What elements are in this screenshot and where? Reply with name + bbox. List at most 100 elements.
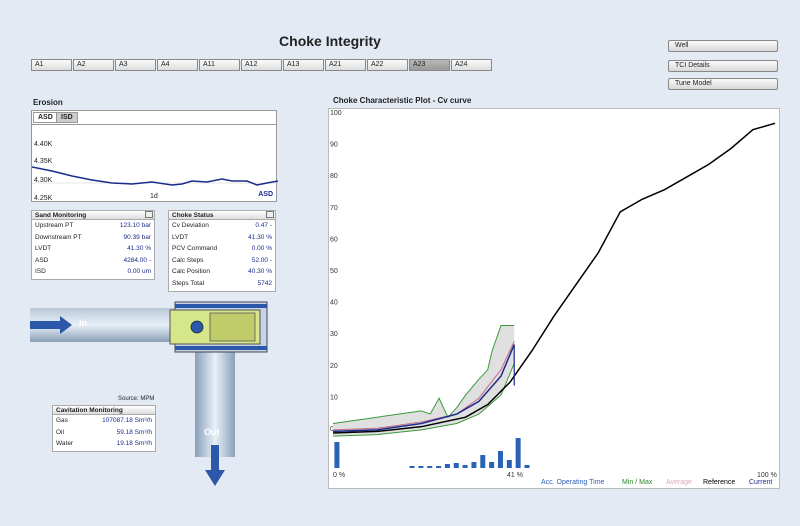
histogram-bar bbox=[409, 466, 415, 468]
cavitation-row-value: 107087.18 Sm³/h bbox=[102, 417, 152, 424]
choke-band bbox=[175, 346, 267, 350]
choke-row-label: Cv Deviation bbox=[172, 222, 209, 229]
tune-model-button[interactable]: Tune Model bbox=[668, 78, 778, 90]
y-tick-label: 80 bbox=[330, 173, 338, 180]
choke-expand-icon[interactable] bbox=[266, 211, 274, 218]
erosion-ytick: 4.25K bbox=[34, 195, 53, 202]
tab-a12[interactable]: A12 bbox=[241, 59, 282, 71]
sand-row: ISD 0.00 um bbox=[32, 266, 154, 278]
sand-row-label: Upstream PT bbox=[35, 222, 74, 229]
sand-row-label: ASD bbox=[35, 256, 49, 264]
histogram-bar bbox=[462, 465, 468, 468]
sand-monitoring-box: Sand Monitoring Upstream PT 123.10 bar Dow… bbox=[31, 210, 155, 280]
outlet-pipe bbox=[195, 342, 235, 457]
well-tabs: A1 A2 A3 A4 A11 A12 A13 A21 A22 A23 A24 bbox=[31, 59, 493, 71]
x-tick-label: 100 % bbox=[757, 472, 777, 479]
erosion-chart bbox=[32, 166, 278, 186]
legend-item: Min / Max bbox=[622, 479, 653, 486]
choke-row: Calc Steps 52.00 - bbox=[169, 255, 275, 267]
choke-row: LVDT 41.30 % bbox=[169, 232, 275, 244]
min-line bbox=[332, 363, 515, 437]
sand-row-label: LVDT bbox=[35, 245, 52, 252]
tab-isd[interactable]: ISD bbox=[56, 112, 78, 123]
well-button[interactable]: Well bbox=[668, 40, 778, 52]
sand-row: Downstream PT 90.39 bar bbox=[32, 232, 154, 244]
x-tick-label: 41 % bbox=[507, 472, 523, 479]
x-tick-label: 0 % bbox=[333, 472, 345, 479]
erosion-series-line bbox=[32, 166, 278, 186]
histogram-bar bbox=[334, 442, 340, 468]
sand-monitoring-title: Sand Monitoring bbox=[32, 211, 154, 220]
legend-item: Acc. Operating Time bbox=[541, 479, 605, 486]
erosion-ytick: 4.30K bbox=[34, 177, 53, 184]
choke-row-label: LVDT bbox=[172, 233, 189, 241]
y-tick-label: 40 bbox=[330, 300, 338, 307]
histogram-bar bbox=[524, 465, 530, 468]
cavitation-row: Oil 59.18 Sm³/h bbox=[53, 427, 155, 439]
tab-a3[interactable]: A3 bbox=[115, 59, 156, 71]
y-tick-label: 0 bbox=[330, 426, 334, 433]
erosion-title: Erosion bbox=[33, 98, 63, 107]
cavitation-row-value: 59.18 Sm³/h bbox=[116, 428, 152, 436]
histogram-bar bbox=[418, 466, 424, 468]
legend-item: Current bbox=[749, 479, 773, 486]
choke-port bbox=[190, 320, 204, 334]
cavitation-row-label: Water bbox=[56, 440, 74, 447]
choke-row-value: 0.00 % bbox=[251, 245, 272, 252]
max-line bbox=[332, 325, 515, 425]
tab-a24[interactable]: A24 bbox=[451, 59, 492, 71]
cavitation-box: Cavitation Monitoring Gas 107087.18 Sm³/h… bbox=[52, 405, 156, 452]
tab-a23[interactable]: A23 bbox=[409, 59, 450, 71]
erosion-xlabel: 1d bbox=[150, 193, 158, 200]
y-tick-label: 90 bbox=[330, 142, 338, 149]
y-tick-label: 30 bbox=[330, 331, 338, 338]
choke-diagram bbox=[30, 301, 268, 486]
choke-row: Calc Position 40.30 % bbox=[169, 266, 275, 278]
chart-title: Choke Characteristic Plot - Cv curve bbox=[333, 96, 472, 105]
choke-row-value: 40.30 % bbox=[248, 268, 272, 275]
choke-row: Cv Deviation 0.47 - bbox=[169, 220, 275, 232]
histogram-bar bbox=[489, 462, 495, 468]
sand-row: LVDT 41.30 % bbox=[32, 243, 154, 255]
outlet-label: Out bbox=[204, 427, 220, 437]
sand-row-value: 0.00 um bbox=[127, 268, 152, 275]
legend-item: Reference bbox=[703, 479, 736, 486]
y-tick-label: 10 bbox=[330, 394, 338, 401]
sand-row-value: 4284.00 - bbox=[123, 256, 151, 264]
cavitation-row: Gas 107087.18 Sm³/h bbox=[53, 415, 155, 427]
y-tick-label: 20 bbox=[330, 363, 338, 370]
outlet-arrow bbox=[205, 445, 225, 486]
choke-row-value: 0.47 - bbox=[255, 222, 272, 229]
reference-line bbox=[332, 122, 776, 434]
histogram-bar bbox=[444, 464, 450, 468]
erosion-ytick: 4.35K bbox=[34, 158, 53, 165]
sand-row: ASD 4284.00 - bbox=[32, 255, 154, 267]
inlet-arrow bbox=[30, 316, 72, 334]
tab-a22[interactable]: A22 bbox=[367, 59, 408, 71]
choke-row-value: 52.00 - bbox=[251, 256, 272, 264]
tab-a11[interactable]: A11 bbox=[199, 59, 240, 71]
tab-a1[interactable]: A1 bbox=[31, 59, 72, 71]
erosion-series-label: ASD bbox=[258, 191, 273, 198]
choke-row-value: 5742 bbox=[257, 279, 272, 287]
y-tick-label: 100 bbox=[330, 110, 342, 117]
tab-a4[interactable]: A4 bbox=[157, 59, 198, 71]
cavitation-row: Water 19.18 Sm³/h bbox=[53, 438, 155, 450]
choke-status-box: Choke Status Cv Deviation 0.47 - LVDT 41.30… bbox=[168, 210, 276, 292]
choke-row-label: Calc Position bbox=[172, 268, 210, 275]
tci-details-button[interactable]: TCI Details bbox=[668, 60, 778, 72]
y-tick-label: 70 bbox=[330, 205, 338, 212]
tab-a2[interactable]: A2 bbox=[73, 59, 114, 71]
tab-a13[interactable]: A13 bbox=[283, 59, 324, 71]
sand-row: Upstream PT 123.10 bar bbox=[32, 220, 154, 232]
erosion-panel: ASD ISD 4.40K 4.35K 4.30K 4.25K 1d ASD bbox=[31, 110, 278, 202]
inlet-label: In bbox=[79, 318, 87, 328]
current-line bbox=[332, 344, 515, 433]
tab-a21[interactable]: A21 bbox=[325, 59, 366, 71]
histogram-bar bbox=[506, 460, 512, 468]
cavitation-row-label: Gas bbox=[56, 417, 68, 424]
sand-expand-icon[interactable] bbox=[145, 211, 153, 218]
minmax-band bbox=[333, 325, 515, 437]
y-tick-label: 60 bbox=[330, 236, 338, 243]
